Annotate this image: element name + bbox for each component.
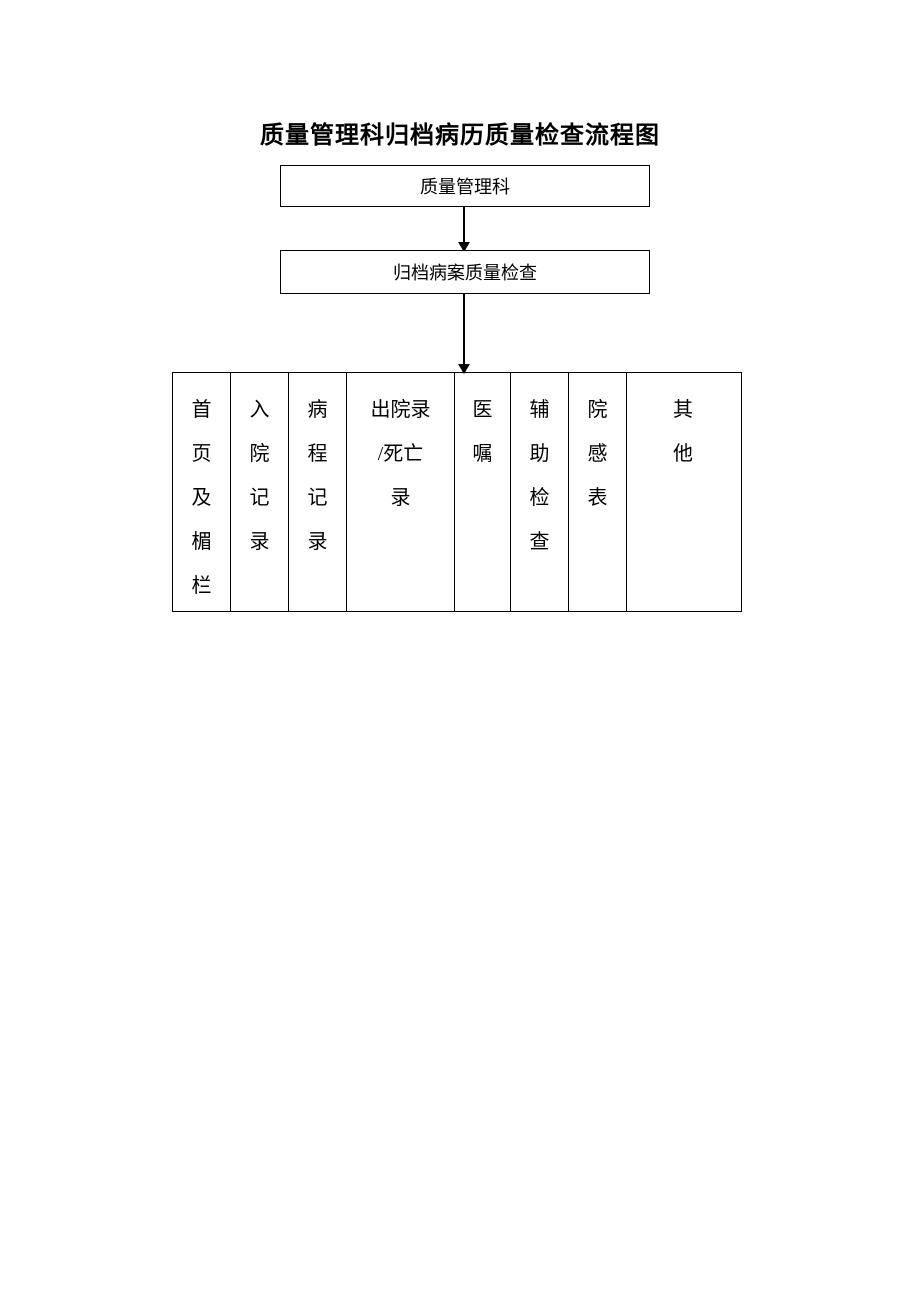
category-label-line: 出院录 [355, 388, 446, 432]
category-label-char: 记 [297, 476, 338, 520]
category-label-char: 录 [239, 520, 280, 564]
arrow-icon [458, 207, 470, 252]
category-cell: 病程记录 [289, 373, 347, 611]
category-label-char: 录 [297, 520, 338, 564]
category-label-char: 记 [239, 476, 280, 520]
category-cell: 出院录/死亡录 [347, 373, 455, 611]
category-label-char: 页 [181, 432, 222, 476]
category-label-char: 其 [635, 388, 731, 432]
category-label-line: /死亡 [355, 432, 446, 476]
category-label-char: 嘱 [463, 432, 502, 476]
flowchart-node-check: 归档病案质量检查 [280, 250, 650, 294]
categories-table: 首页及楣栏入院记录病程记录出院录/死亡录医嘱辅助检查院感表其他 [172, 372, 742, 612]
flowchart-node-dept: 质量管理科 [280, 165, 650, 207]
category-label-char: 感 [577, 432, 618, 476]
arrow-icon [458, 294, 470, 374]
category-label-char: 病 [297, 388, 338, 432]
category-label-line: 录 [355, 476, 446, 520]
category-label-char: 入 [239, 388, 280, 432]
category-cell: 院感表 [569, 373, 627, 611]
category-label-char: 他 [635, 432, 731, 476]
category-label-char: 院 [577, 388, 618, 432]
category-cell: 医嘱 [455, 373, 511, 611]
category-label-char: 及 [181, 476, 222, 520]
arrow-line [463, 207, 465, 242]
category-cell: 辅助检查 [511, 373, 569, 611]
category-cell: 其他 [627, 373, 739, 611]
arrow-line [463, 294, 465, 364]
category-label-char: 院 [239, 432, 280, 476]
category-cell: 入院记录 [231, 373, 289, 611]
node-label: 归档病案质量检查 [393, 259, 537, 285]
category-label-char: 查 [519, 520, 560, 564]
category-label-char: 表 [577, 476, 618, 520]
category-cell: 首页及楣栏 [173, 373, 231, 611]
category-label-char: 首 [181, 388, 222, 432]
category-label-char: 楣 [181, 520, 222, 564]
page-title: 质量管理科归档病历质量检查流程图 [0, 115, 920, 150]
category-label-char: 程 [297, 432, 338, 476]
category-label-char: 助 [519, 432, 560, 476]
category-label-char: 栏 [181, 564, 222, 608]
category-label-char: 辅 [519, 388, 560, 432]
category-label-char: 检 [519, 476, 560, 520]
node-label: 质量管理科 [420, 173, 510, 199]
category-label-char: 医 [463, 388, 502, 432]
